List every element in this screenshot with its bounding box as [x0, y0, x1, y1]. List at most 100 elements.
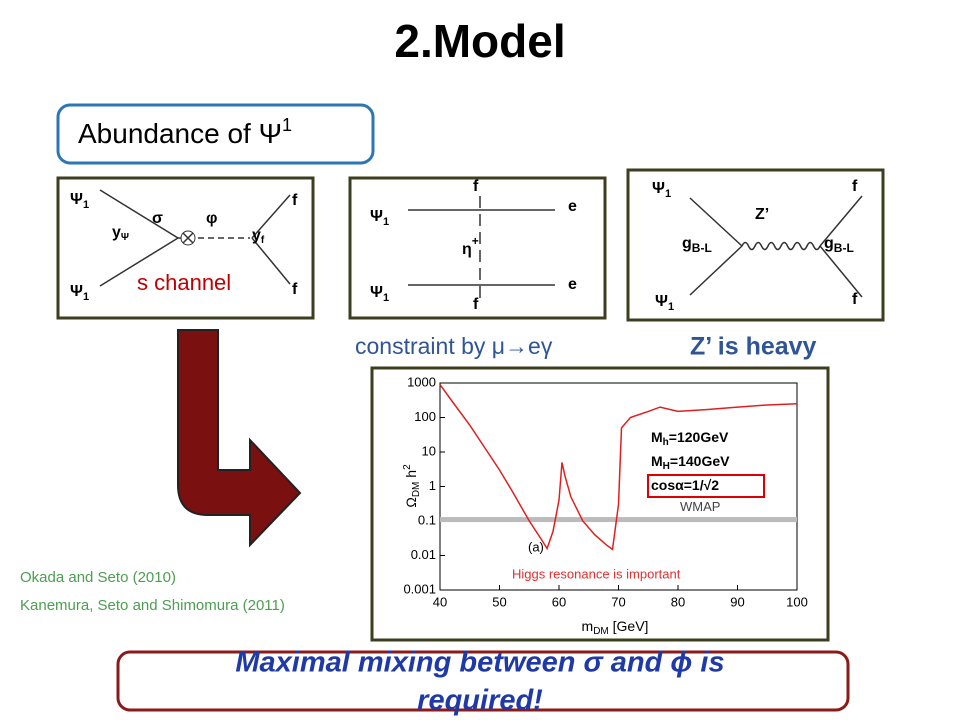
- y-axis-label-part: DM: [411, 482, 422, 498]
- param-label-part: M: [651, 429, 663, 445]
- psi-label: Ψ1: [370, 208, 389, 228]
- y-tick-label: 1000: [407, 374, 436, 389]
- abundance-label: Abundance of Ψ1: [78, 115, 292, 150]
- y-axis-label-part: h: [403, 470, 419, 482]
- eta-label: η+: [462, 234, 479, 258]
- param-label: MH=140GeV: [651, 453, 730, 472]
- y-sub: Ψ: [121, 232, 129, 243]
- f-label: f: [852, 291, 858, 308]
- g-sub: B-L: [692, 241, 712, 255]
- wmap-band: [440, 517, 797, 523]
- param-label: cosα=1/√2: [651, 477, 719, 493]
- diagram-box: [348, 176, 607, 320]
- psi-label: Ψ1: [655, 293, 674, 313]
- highlight-box: [647, 474, 765, 498]
- eta: η: [462, 241, 472, 258]
- y-tick-label: 1: [429, 478, 436, 493]
- plot: 0.001 0.01 0.1 1 10 100 1000 40 50 60 70 80 90 100 WMA…: [402, 374, 808, 636]
- y: y: [112, 224, 121, 241]
- param-label-part: M: [651, 453, 663, 469]
- x-tick-label: 70: [611, 594, 625, 609]
- x-tick-label: 100: [786, 594, 808, 609]
- e-label: e: [568, 198, 577, 215]
- y-tick-label: 0.001: [403, 581, 436, 596]
- psi-sub: 1: [665, 188, 671, 200]
- param-label-part: h: [663, 437, 669, 448]
- abundance-sup: 1: [282, 115, 292, 135]
- psi: Ψ: [652, 180, 665, 197]
- y-tick-label: 100: [414, 409, 436, 424]
- conclusion-box: [116, 650, 850, 712]
- param-label-part: =120GeV: [669, 429, 729, 445]
- x-axis-label-part: m: [582, 618, 594, 634]
- x-axis-label-part: DM: [593, 626, 609, 637]
- y-tick-label: 10: [422, 443, 436, 458]
- g: g: [824, 235, 834, 252]
- diagram-z: Ψ1 Ψ1 f f Z’ gB-L gB-L: [626, 168, 885, 322]
- psi: Ψ: [370, 208, 383, 225]
- f-label: f: [292, 281, 298, 298]
- psi-label: Ψ1: [70, 191, 89, 211]
- abundance-text: Abundance of Ψ: [78, 118, 282, 149]
- y-psi-label: yΨ: [112, 224, 129, 242]
- fermion-lines: [99, 189, 291, 287]
- sigma-label: σ: [152, 210, 163, 227]
- zprime-label: Z’: [755, 206, 769, 223]
- plot-box: [370, 366, 830, 642]
- y-axis-label: ΩDM h2: [402, 464, 422, 508]
- y-tick-label: 0.01: [411, 547, 436, 562]
- conclusion-line: Maximal mixing between σ and ϕ is: [235, 647, 724, 679]
- psi-sub: 1: [383, 292, 389, 304]
- reference: Okada and Seto (2010): [20, 569, 176, 586]
- x-axis-label-part: [GeV]: [609, 618, 649, 634]
- x-tick-label: 80: [671, 594, 685, 609]
- g-sub: B-L: [834, 241, 854, 255]
- y-axis-label-part: 2: [402, 464, 413, 470]
- x-tick-label: 40: [433, 594, 447, 609]
- x-tick-label: 60: [552, 594, 566, 609]
- diagram-box: [56, 176, 315, 320]
- x-axis-label: mDM [GeV]: [582, 618, 649, 637]
- eta-sup: +: [472, 234, 479, 248]
- psi-label: Ψ1: [70, 283, 89, 303]
- x-tick-label: 50: [492, 594, 506, 609]
- psi-sub: 1: [83, 291, 89, 303]
- fermion-lines: [408, 209, 555, 286]
- psi: Ψ: [370, 284, 383, 301]
- boson-line: [741, 241, 821, 251]
- coupling-label: gB-L: [682, 235, 712, 255]
- arrow: [177, 329, 302, 548]
- f-label: f: [473, 296, 479, 313]
- psi-label: Ψ1: [370, 284, 389, 304]
- abundance-box: [56, 103, 375, 165]
- param-label: Mh=120GeV: [651, 429, 729, 448]
- diagram-s: Ψ1 Ψ1 f f σ φ yΨ yf s channel: [56, 176, 315, 320]
- psi-sub: 1: [668, 301, 674, 313]
- y-f-label: yf: [252, 227, 265, 245]
- param-label-part: =140GeV: [670, 453, 730, 469]
- note: Higgs resonance is important: [512, 566, 681, 581]
- y: y: [252, 227, 261, 244]
- y-tick-label: 0.1: [418, 512, 436, 527]
- relic-curve: [439, 384, 798, 551]
- psi: Ψ: [655, 293, 668, 310]
- coupling-label: gB-L: [824, 235, 854, 255]
- phi-label: φ: [206, 210, 217, 227]
- param-label-part: H: [663, 461, 670, 472]
- panel-label: (a): [528, 539, 544, 554]
- y-axis-label-part: Ω: [403, 497, 419, 507]
- f-label: f: [473, 178, 479, 195]
- heavy-caption: Z’ is heavy: [690, 333, 817, 361]
- f-label: f: [292, 192, 298, 209]
- constraint-caption: constraint by μ→eγ: [355, 333, 553, 359]
- channel-label: s channel: [137, 270, 231, 295]
- fermion-lines: [689, 195, 863, 298]
- x-tick-label: 90: [730, 594, 744, 609]
- psi: Ψ: [70, 283, 83, 300]
- psi-sub: 1: [383, 216, 389, 228]
- g: g: [682, 235, 692, 252]
- wmap-label: WMAP: [680, 499, 720, 514]
- diagram-t: f f Ψ1 Ψ1 e e η+: [348, 176, 607, 320]
